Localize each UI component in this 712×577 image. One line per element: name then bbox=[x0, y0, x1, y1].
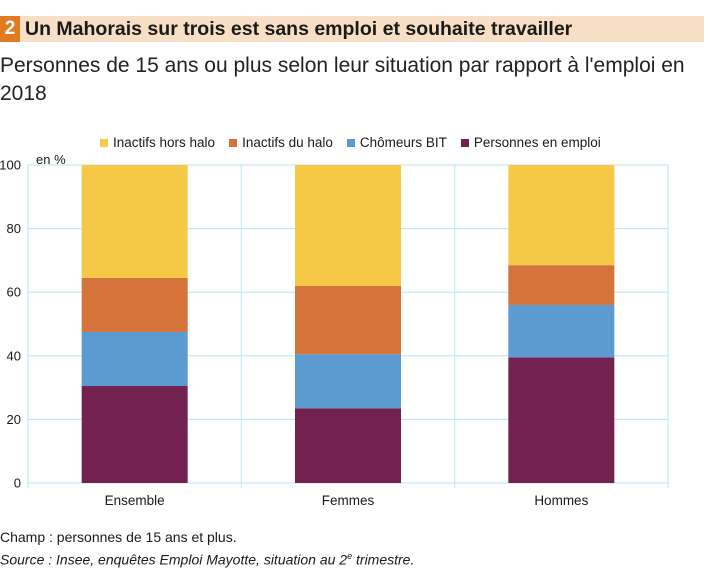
legend-label: Inactifs hors halo bbox=[113, 135, 216, 150]
bar-segment bbox=[81, 331, 188, 387]
x-tick-label: Femmes bbox=[322, 493, 375, 508]
y-unit-label: en % bbox=[36, 152, 66, 167]
legend-swatch bbox=[460, 138, 469, 147]
figure-subtitle: Personnes de 15 ans ou plus selon leur s… bbox=[0, 54, 685, 105]
figure-title: Un Mahorais sur trois est sans emploi et… bbox=[25, 17, 573, 40]
bar-segment bbox=[81, 277, 188, 332]
bar-segment bbox=[295, 408, 401, 483]
legend-label: Inactifs du halo bbox=[242, 135, 333, 150]
figure-title-bar: 2 Un Mahorais sur trois est sans emploi … bbox=[0, 16, 704, 42]
figure-number: 2 bbox=[0, 16, 20, 42]
y-tick-label: 20 bbox=[7, 412, 21, 427]
bar-segment bbox=[295, 165, 401, 286]
legend-item: Inactifs hors halo bbox=[100, 135, 215, 150]
scope-note: Champ : personnes de 15 ans et plus. bbox=[0, 529, 237, 545]
legend-item: Chômeurs BIT bbox=[346, 135, 447, 150]
bar-segment bbox=[81, 386, 188, 483]
y-tick-label: 80 bbox=[7, 221, 21, 236]
legend-label: Personnes en emploi bbox=[473, 135, 601, 150]
y-tick-label: 60 bbox=[7, 285, 21, 300]
x-tick-label: Ensemble bbox=[105, 493, 165, 508]
bar-segment bbox=[508, 304, 615, 358]
x-tick-label: Hommes bbox=[534, 493, 588, 508]
bar-segment bbox=[295, 354, 401, 409]
legend-swatch bbox=[100, 138, 108, 147]
bar-segment bbox=[508, 265, 615, 305]
y-tick-label: 0 bbox=[14, 476, 21, 491]
source-note: Source : Insee, enquêtes Emploi Mayotte,… bbox=[0, 546, 414, 570]
legend-item: Inactifs du halo bbox=[229, 135, 333, 150]
legend: Inactifs hors halo Inactifs du halo Chômeu… bbox=[100, 135, 601, 150]
stacked-bar-chart: 0 20 40 60 80 100 Ensemble Femmes Hommes bbox=[0, 158, 669, 508]
legend-label: Chômeurs BIT bbox=[359, 135, 447, 150]
bar-segment bbox=[81, 165, 188, 278]
legend-item: Personnes en emploi bbox=[460, 135, 601, 150]
legend-swatch bbox=[229, 138, 238, 147]
bar-segment bbox=[508, 357, 615, 483]
bar-segment bbox=[295, 285, 401, 355]
source-superscript: e bbox=[347, 551, 353, 561]
bar-segment bbox=[508, 165, 615, 266]
source-text: Source : Insee, enquêtes Emploi Mayotte,… bbox=[0, 551, 348, 568]
legend-swatch bbox=[346, 138, 355, 147]
source-suffix: trimestre. bbox=[352, 551, 415, 568]
y-tick-label: 100 bbox=[0, 158, 21, 173]
y-tick-label: 40 bbox=[7, 348, 21, 363]
